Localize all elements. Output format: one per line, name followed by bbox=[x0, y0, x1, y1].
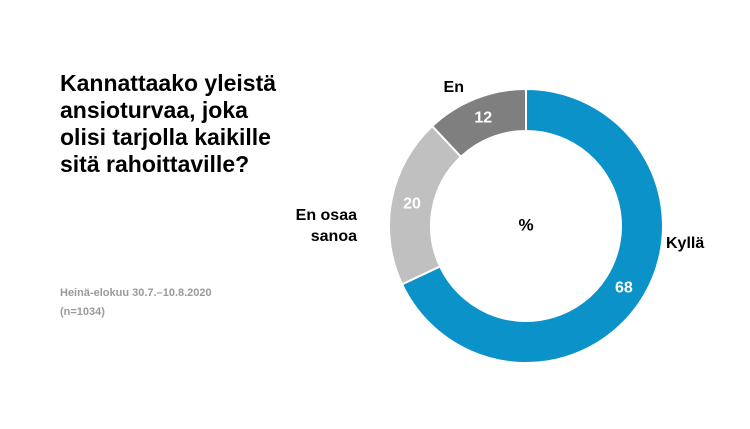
donut-slices bbox=[388, 87, 664, 364]
donut-labels: 68 Kyllä 20 En osaa sanoa 12 En bbox=[296, 79, 705, 296]
survey-period-note: Heinä-elokuu 30.7.–10.8.2020 bbox=[60, 287, 212, 299]
donut-slice bbox=[430, 87, 527, 159]
chart-title-line: Kannattaako yleistä bbox=[60, 70, 277, 96]
slice-category-label: En bbox=[444, 79, 464, 96]
center-percent-label: % bbox=[518, 215, 533, 234]
slice-category-label: En osaa sanoa bbox=[296, 207, 357, 245]
chart-title-line: sitä rahoittaville? bbox=[60, 151, 250, 177]
chart-title-line: ansioturvaa, joka bbox=[60, 97, 248, 123]
sample-size-note: (n=1034) bbox=[60, 306, 105, 318]
slice-value-label: 12 bbox=[474, 109, 492, 126]
chart-title-line: olisi tarjolla kaikille bbox=[60, 124, 271, 150]
slice-value-label: 20 bbox=[403, 195, 421, 212]
slice-value-label: 68 bbox=[615, 279, 633, 296]
donut-slice bbox=[400, 87, 664, 364]
slice-category-label: Kyllä bbox=[666, 235, 704, 252]
donut-slice bbox=[388, 124, 463, 286]
chart-title: Kannattaako yleistä ansioturvaa, joka ol… bbox=[60, 70, 360, 178]
